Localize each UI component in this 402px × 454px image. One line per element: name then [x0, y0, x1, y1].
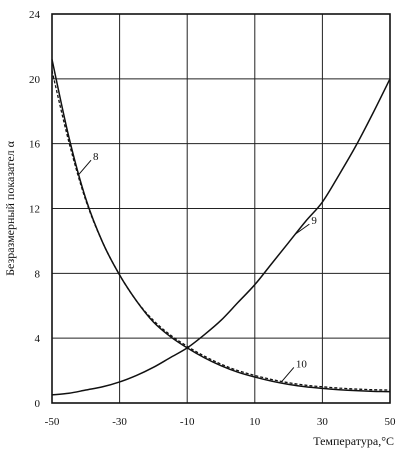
x-tick-label: -30	[112, 416, 127, 428]
y-tick-label: 16	[29, 139, 41, 151]
curve-label-leader	[295, 223, 310, 235]
y-tick-label: 4	[35, 333, 41, 345]
tick-labels: -50 -30 -10 10 30 50 0 4 8 12 16 20 24	[29, 9, 396, 428]
curve-label-leader	[78, 159, 92, 175]
series-layer	[51, 59, 391, 396]
series-line-9	[51, 78, 391, 396]
y-tick-label: 8	[35, 268, 41, 280]
curve-label-9: 9	[311, 215, 317, 227]
x-axis-label: Температура,°С	[313, 434, 394, 448]
x-tick-label: 30	[317, 416, 329, 428]
curve-labels: 8 9 10	[78, 151, 317, 382]
y-tick-label: 24	[29, 9, 41, 21]
x-tick-label: 10	[249, 416, 261, 428]
curve-label-8: 8	[93, 151, 99, 163]
x-tick-label: 50	[385, 416, 397, 428]
y-tick-label: 20	[29, 74, 41, 86]
series-line-10	[51, 70, 391, 391]
x-tick-label: -50	[45, 416, 60, 428]
curve-label-leader	[281, 367, 295, 382]
curve-label-10: 10	[296, 358, 308, 370]
x-tick-label: -10	[180, 416, 195, 428]
plot-frame	[51, 13, 391, 404]
grid	[51, 13, 391, 404]
series-line-8	[51, 59, 391, 393]
y-tick-label: 12	[29, 204, 40, 216]
y-axis-label: Безразмерный показател α	[3, 140, 17, 276]
y-tick-label: 0	[35, 398, 41, 410]
